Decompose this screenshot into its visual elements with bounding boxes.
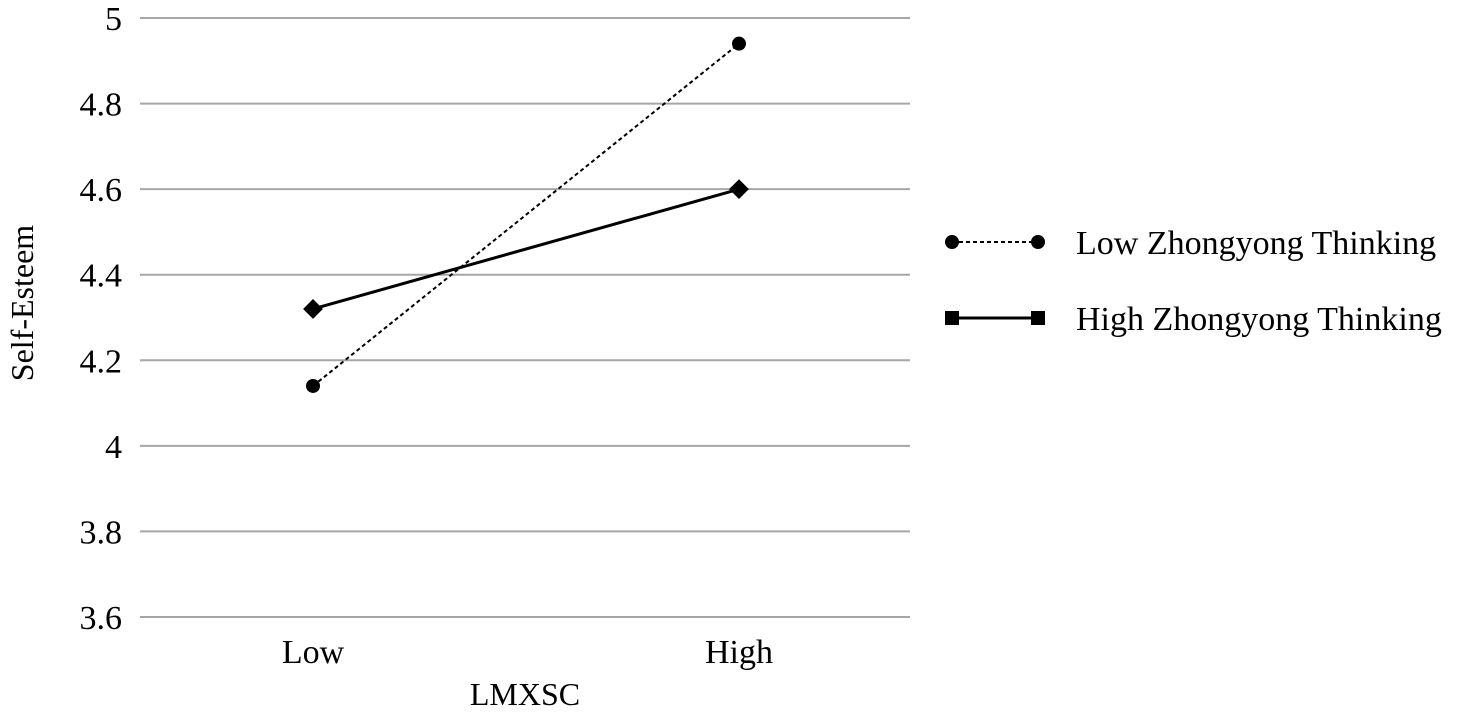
series-line [312,187,740,311]
y-axis-ticks: 3.6 3.8 4 4.2 4.4 4.6 4.8 5 [80,1,123,637]
series-group [303,36,749,393]
circle-marker [1031,235,1045,249]
y-tick-label: 4.8 [80,87,123,124]
x-axis-title: LMXSC [470,676,580,712]
legend-item: High Zhongyong Thinking [945,301,1442,338]
y-axis-title: Self-Esteem [4,225,40,382]
legend-item: Low Zhongyong Thinking [945,225,1436,262]
y-tick-label: 3.6 [80,600,123,637]
square-marker [1031,311,1045,325]
legend-label: High Zhongyong Thinking [1076,301,1442,338]
series-low-zhongyong [306,36,746,393]
legend: Low Zhongyong Thinking High Zhongyong Thi… [945,225,1442,338]
y-tick-label: 3.8 [80,514,123,551]
y-tick-label: 4.6 [80,172,123,209]
gridlines [140,17,910,618]
square-marker [303,299,323,319]
x-tick-label: High [705,634,773,671]
legend-label: Low Zhongyong Thinking [1076,225,1436,262]
circle-marker [732,36,746,51]
x-axis-ticks: Low High [282,634,773,671]
circle-marker [945,235,959,249]
y-tick-label: 4.2 [80,343,123,380]
square-marker [945,311,959,325]
circle-marker [306,378,320,393]
square-marker [729,179,749,200]
y-tick-label: 4.4 [80,258,123,295]
series-high-zhongyong [303,179,749,319]
y-tick-label: 4 [105,429,122,466]
x-tick-label: Low [282,634,345,671]
y-tick-label: 5 [105,1,122,38]
series-line [312,42,740,387]
